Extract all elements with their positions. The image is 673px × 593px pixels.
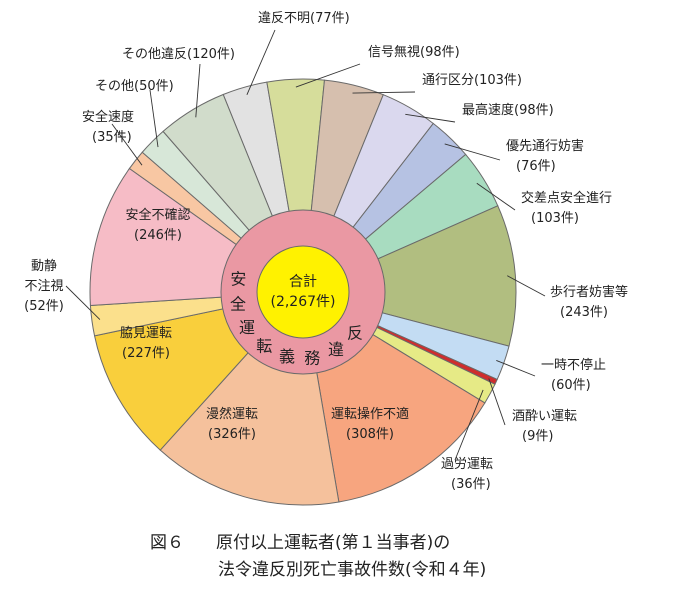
slice-count-7: (243件) bbox=[560, 305, 608, 320]
slice-label-text-18: その他違反(120件) bbox=[122, 47, 235, 62]
slice-label-7: 歩行者妨害等 (243件) bbox=[550, 284, 628, 320]
leader-line-16 bbox=[111, 123, 143, 166]
ring-char-6: 務 bbox=[304, 348, 320, 367]
figure-title-line-1: 原付以上運転者(第１当事者)の bbox=[216, 533, 451, 553]
slice-count-8: (60件) bbox=[551, 378, 591, 393]
slice-name-9: 酒酔い運転 bbox=[512, 409, 577, 424]
slice-count-5: (76件) bbox=[516, 159, 556, 174]
slice-count-15: (246件) bbox=[134, 228, 182, 243]
leader-line-6 bbox=[476, 182, 516, 211]
leader-line-2 bbox=[295, 63, 361, 88]
slice-label-1: 違反不明(77件) bbox=[258, 11, 350, 26]
total-circle bbox=[256, 245, 350, 339]
leader-line-14 bbox=[65, 285, 101, 320]
ring-char-8: 反 bbox=[347, 324, 363, 343]
slice-label-11: 運転操作不適 (308件) bbox=[331, 406, 409, 442]
slice-count-11: (308件) bbox=[346, 427, 394, 442]
figure-caption-line-2: 法令違反別死亡事故件数(令和４年) bbox=[218, 555, 673, 580]
slice-name-8: 一時不停止 bbox=[541, 357, 606, 373]
slice-label-5: 優先通行妨害 (76件) bbox=[506, 138, 584, 174]
ring-char-3: 運 bbox=[239, 318, 255, 337]
figure-number: 図６ bbox=[150, 533, 184, 553]
ring-char-5: 義 bbox=[279, 347, 295, 366]
slice-name-14-a: 動静 bbox=[31, 259, 57, 274]
slice-name-13: 脇見運転 bbox=[120, 326, 172, 341]
slice-label-6: 交差点安全進行 (103件) bbox=[521, 190, 612, 226]
leader-line-1 bbox=[246, 29, 276, 95]
leader-line-7 bbox=[507, 275, 546, 297]
slice-label-text-3: 通行区分(103件) bbox=[422, 73, 522, 88]
slice-label-18: その他違反(120件) bbox=[122, 47, 235, 62]
slice-label-text-4: 最高速度(98件) bbox=[462, 102, 554, 118]
leader-line-5 bbox=[444, 143, 501, 161]
figure-title-line-2: 法令違反別死亡事故件数(令和４年) bbox=[218, 560, 487, 580]
slice-label-3: 通行区分(103件) bbox=[422, 73, 522, 88]
leader-line-3 bbox=[352, 91, 416, 94]
slice-label-text-1: 違反不明(77件) bbox=[258, 11, 350, 26]
slice-labels: 違反不明(77件) 信号無視(98件) 通行区分(103件) 最高速度(98件) 優先通… bbox=[24, 11, 628, 492]
leader-line-8 bbox=[496, 359, 536, 377]
slice-count-10: (36件) bbox=[451, 477, 491, 492]
slice-label-text-2: 信号無視(98件) bbox=[368, 45, 460, 60]
slice-name-11: 運転操作不適 bbox=[331, 406, 409, 422]
ring-char-7: 違 bbox=[328, 340, 344, 359]
leader-line-17 bbox=[149, 89, 159, 148]
leader-lines bbox=[65, 29, 546, 461]
slice-label-17: その他(50件) bbox=[95, 79, 174, 94]
figure-caption-line-1: 図６ 原付以上運転者(第１当事者)の bbox=[150, 528, 673, 553]
slice-count-16: (35件) bbox=[92, 130, 132, 145]
slice-name-7: 歩行者妨害等 bbox=[550, 284, 628, 300]
leader-line-18 bbox=[195, 63, 201, 118]
slice-count-12: (326件) bbox=[208, 427, 256, 442]
slice-label-16: 安全速度 (35件) bbox=[82, 109, 134, 145]
slice-name-6: 交差点安全進行 bbox=[521, 190, 612, 206]
slice-name-14-b: 不注視 bbox=[24, 279, 63, 294]
inner-ring-label: 安全運転義務違反 bbox=[230, 269, 363, 367]
total-value: (2,267件) bbox=[270, 294, 335, 310]
slice-label-13: 脇見運転 (227件) bbox=[120, 326, 172, 361]
total-label: 合計 bbox=[289, 274, 317, 290]
slice-count-9: (9件) bbox=[522, 429, 553, 444]
slice-label-text-17: その他(50件) bbox=[95, 79, 174, 94]
slice-count-13: (227件) bbox=[122, 346, 170, 361]
leader-line-10 bbox=[454, 389, 484, 461]
slice-label-8: 一時不停止 (60件) bbox=[541, 357, 606, 393]
ring-char-4: 転 bbox=[256, 336, 272, 355]
slice-label-12: 漫然運転 (326件) bbox=[206, 406, 258, 442]
slice-label-2: 信号無視(98件) bbox=[368, 45, 460, 60]
slice-label-4: 最高速度(98件) bbox=[462, 102, 554, 118]
slice-name-10: 過労運転 bbox=[441, 457, 493, 472]
leader-line-4 bbox=[405, 113, 456, 123]
slice-count-14: (52件) bbox=[24, 299, 64, 314]
slice-label-10: 過労運転 (36件) bbox=[441, 457, 493, 492]
slice-name-5: 優先通行妨害 bbox=[506, 138, 584, 154]
pie-slice-7 bbox=[301, 205, 517, 347]
slice-name-12: 漫然運転 bbox=[206, 406, 258, 422]
slice-name-15: 安全不確認 bbox=[125, 207, 190, 223]
inner-ring: 合計 (2,267件) 安全運転義務違反 bbox=[220, 209, 386, 375]
ring-char-2: 全 bbox=[230, 295, 246, 314]
slice-label-15: 安全不確認 (246件) bbox=[125, 207, 190, 243]
ring-char-1: 安 bbox=[230, 269, 246, 288]
slice-count-6: (103件) bbox=[531, 211, 579, 226]
slice-label-9: 酒酔い運転 (9件) bbox=[512, 409, 577, 444]
leader-line-9 bbox=[488, 378, 506, 426]
slice-name-16: 安全速度 bbox=[82, 109, 134, 125]
